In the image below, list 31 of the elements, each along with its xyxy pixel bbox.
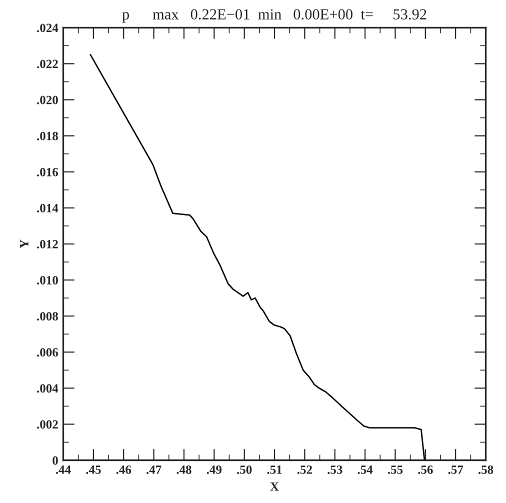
x-axis-title: X (270, 482, 279, 491)
x-tick-label: .55 (388, 466, 403, 474)
x-tick-label: .51 (267, 466, 282, 474)
y-tick-label: .010 (37, 276, 58, 285)
x-tick-label: .57 (448, 466, 464, 474)
y-tick-label: .020 (37, 96, 58, 104)
x-tick-label: .56 (418, 466, 433, 474)
y-tick-label: .006 (37, 348, 58, 357)
y-tick-label: .018 (37, 132, 58, 140)
y-tick-label: .022 (37, 60, 58, 68)
y-tick-label: 0 (52, 456, 58, 465)
y-tick-label: .004 (37, 384, 58, 393)
x-tick-label: .45 (86, 466, 101, 474)
y-axis-title: Y (20, 240, 28, 248)
x-tick-label: .46 (116, 466, 132, 474)
y-tick-label: .014 (37, 204, 58, 212)
y-tick-label: .008 (37, 312, 58, 321)
x-tick-label: .52 (297, 466, 312, 474)
x-tick-label: .50 (237, 465, 252, 474)
x-tick-label: .54 (358, 466, 373, 474)
x-tick-label: .47 (146, 466, 162, 474)
y-tick-label: .002 (37, 420, 58, 429)
chart-title: p max 0.22E−01 min 0.00E+00 t= 53.92 (122, 9, 426, 23)
x-tick-label: .58 (478, 465, 494, 474)
x-tick-label: .44 (56, 466, 71, 474)
x-tick-label: .49 (206, 466, 222, 474)
x-tick-label: .53 (328, 466, 342, 474)
y-tick-label: .012 (37, 240, 58, 248)
y-tick-label: .016 (37, 168, 58, 176)
y-tick-label: .024 (37, 24, 58, 32)
x-tick-label: .48 (176, 465, 192, 474)
